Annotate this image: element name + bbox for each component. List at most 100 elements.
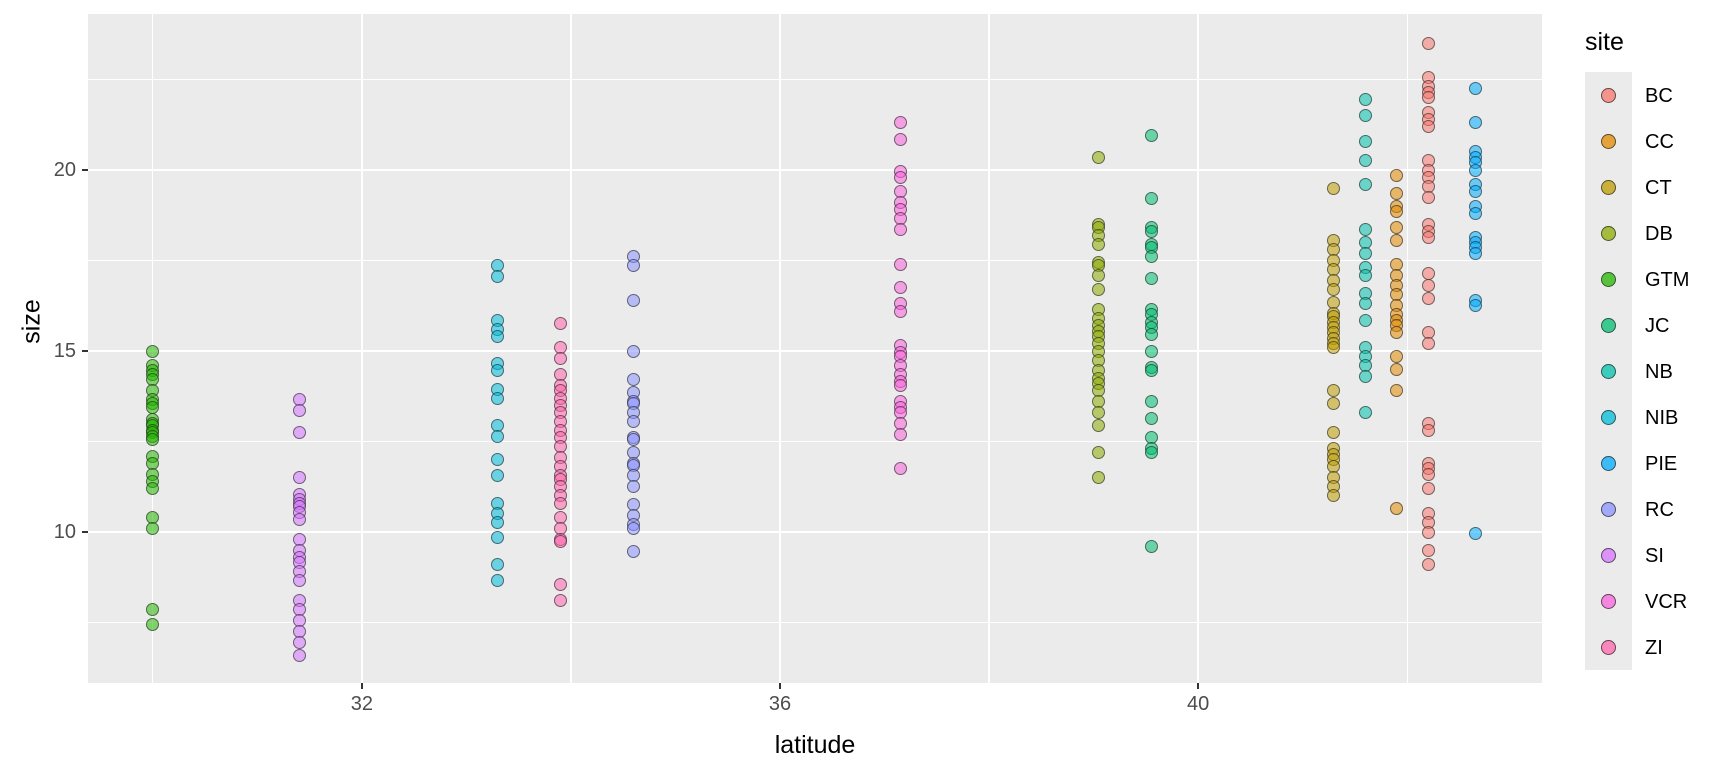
legend-swatch-PIE — [1601, 455, 1616, 471]
legend-title: site — [1585, 28, 1624, 56]
data-point-VCR — [893, 378, 907, 392]
y-tick-label: 10 — [53, 521, 76, 544]
data-point-NB — [1358, 246, 1372, 260]
y-tick-mark — [82, 350, 88, 353]
data-point-BC — [1421, 91, 1435, 105]
data-point-DB — [1092, 406, 1106, 420]
data-point-VCR — [893, 223, 907, 237]
x-tick-mark — [1197, 683, 1200, 689]
data-point-NIB — [491, 530, 505, 544]
data-point-VCR — [893, 116, 907, 130]
data-point-CT — [1327, 489, 1341, 503]
legend-label-SI: SI — [1645, 545, 1664, 567]
data-point-RC — [627, 433, 641, 447]
data-point-JC — [1144, 328, 1158, 342]
y-tick-mark — [82, 531, 88, 534]
data-point-SI — [292, 425, 306, 439]
y-tick-label: 20 — [53, 159, 76, 182]
data-point-BC — [1421, 482, 1435, 496]
data-point-NIB — [491, 558, 505, 572]
data-point-NIB — [491, 574, 505, 588]
data-point-NIB — [491, 330, 505, 344]
legend-swatch-CT — [1601, 179, 1616, 195]
data-point-SI — [292, 635, 306, 649]
horizontal-gridline — [88, 349, 1542, 353]
data-point-CC — [1390, 349, 1404, 363]
data-point-VCR — [893, 132, 907, 146]
data-point-CT — [1327, 397, 1341, 411]
data-point-NB — [1358, 178, 1372, 191]
data-point-GTM — [146, 521, 160, 535]
plot-panel — [88, 14, 1542, 683]
data-point-GTM — [146, 400, 160, 414]
legend-swatch-JC — [1601, 317, 1616, 333]
data-point-CC — [1390, 187, 1404, 201]
data-point-NIB — [491, 469, 505, 483]
data-point-CC — [1390, 205, 1404, 219]
data-point-SI — [292, 471, 306, 485]
data-point-BC — [1421, 279, 1435, 293]
data-point-NB — [1358, 109, 1372, 123]
data-point-PIE — [1468, 116, 1482, 130]
y-axis-title: size — [17, 298, 46, 344]
vertical-gridline — [778, 14, 782, 683]
data-point-BC — [1421, 36, 1435, 50]
legend-label-GTM: GTM — [1645, 269, 1690, 291]
data-point-ZI — [553, 351, 567, 365]
data-point-JC — [1144, 192, 1158, 206]
data-point-GTM — [146, 344, 160, 358]
data-point-NIB — [491, 516, 505, 530]
data-point-NB — [1358, 313, 1372, 327]
data-point-PIE — [1468, 163, 1482, 177]
data-point-VCR — [893, 462, 907, 476]
legend-label-BC: BC — [1645, 85, 1673, 107]
data-point-NB — [1358, 369, 1372, 383]
legend-swatch-RC — [1601, 501, 1616, 517]
data-point-JC — [1144, 250, 1158, 264]
data-point-ZI — [553, 496, 567, 510]
data-point-BC — [1421, 424, 1435, 438]
data-point-DB — [1092, 471, 1106, 485]
legend-label-ZI: ZI — [1645, 637, 1663, 659]
data-point-GTM — [146, 482, 160, 496]
data-point-BC — [1421, 230, 1435, 244]
vertical-gridline — [1406, 14, 1408, 683]
vertical-gridline — [1196, 14, 1200, 683]
data-point-RC — [627, 259, 641, 273]
data-point-CT — [1327, 384, 1341, 398]
data-point-GTM — [146, 617, 160, 631]
data-point-JC — [1144, 272, 1158, 286]
legend-swatch-BC — [1601, 87, 1616, 103]
horizontal-gridline — [88, 440, 1542, 443]
legend-label-JC: JC — [1645, 315, 1670, 337]
data-point-CT — [1327, 425, 1341, 439]
horizontal-gridline — [88, 621, 1542, 624]
legend-swatch-SI — [1601, 547, 1616, 563]
vertical-gridline — [570, 14, 572, 683]
legend-swatch-NIB — [1601, 409, 1616, 425]
data-point-ZI — [553, 594, 567, 608]
data-point-BC — [1421, 467, 1435, 481]
legend-swatch-GTM — [1601, 271, 1616, 287]
data-point-SI — [292, 574, 306, 588]
data-point-NB — [1358, 92, 1372, 106]
data-point-DB — [1092, 237, 1106, 251]
data-point-CC — [1390, 362, 1404, 376]
data-point-CT — [1327, 282, 1341, 296]
legend-label-CT: CT — [1645, 177, 1672, 199]
data-point-NB — [1358, 297, 1372, 311]
data-point-BC — [1421, 337, 1435, 351]
data-point-VCR — [893, 427, 907, 441]
vertical-gridline — [988, 14, 990, 683]
legend-label-NIB: NIB — [1645, 407, 1679, 429]
data-point-CC — [1390, 234, 1404, 248]
data-point-RC — [627, 344, 641, 358]
x-tick-label: 32 — [350, 693, 373, 715]
horizontal-gridline — [88, 530, 1542, 534]
legend-label-NB: NB — [1645, 361, 1673, 383]
x-axis-title: latitude — [774, 731, 856, 759]
data-point-ZI — [553, 578, 567, 592]
data-point-VCR — [893, 281, 907, 295]
data-point-DB — [1092, 445, 1106, 459]
data-point-RC — [627, 373, 641, 387]
